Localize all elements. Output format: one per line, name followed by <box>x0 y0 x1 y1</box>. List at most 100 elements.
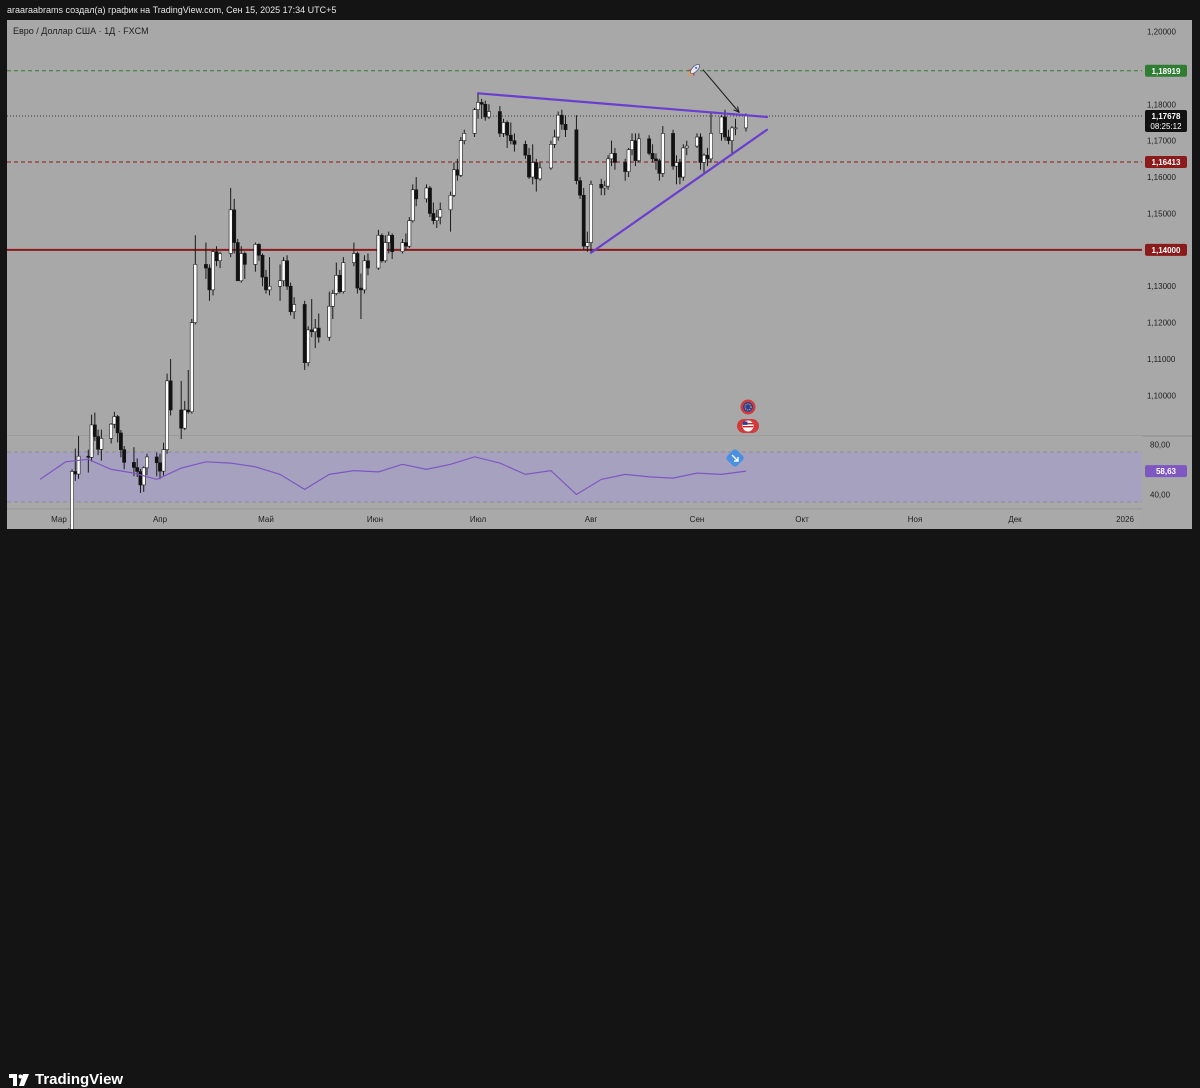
candle[interactable] <box>309 298 314 338</box>
candle[interactable] <box>660 126 665 178</box>
candle[interactable] <box>145 453 149 476</box>
price-chart[interactable]: Евро / Доллар США · 1Д · FXCM 1,20000 1,1… <box>7 20 1192 529</box>
candle[interactable] <box>257 243 261 261</box>
candle[interactable] <box>119 430 123 458</box>
candle[interactable] <box>559 109 564 130</box>
candle[interactable] <box>476 93 480 119</box>
candle[interactable] <box>452 162 456 198</box>
candle[interactable] <box>654 153 658 170</box>
candle[interactable] <box>585 231 590 252</box>
candles[interactable] <box>38 93 748 529</box>
trendline[interactable] <box>589 128 769 254</box>
horizontal-levels[interactable] <box>7 70 1142 251</box>
candle[interactable] <box>278 264 282 301</box>
candle[interactable] <box>214 246 219 267</box>
candle[interactable] <box>563 115 568 138</box>
candle[interactable] <box>428 186 432 218</box>
candle[interactable] <box>626 147 631 178</box>
candle[interactable] <box>218 251 222 269</box>
candle[interactable] <box>414 177 419 207</box>
candle[interactable] <box>483 100 488 121</box>
candle[interactable] <box>434 209 439 228</box>
main-pane[interactable] <box>7 20 1142 436</box>
candle[interactable] <box>647 135 652 156</box>
trendline[interactable] <box>476 92 769 119</box>
candle[interactable] <box>154 452 159 477</box>
candle[interactable] <box>472 107 477 138</box>
candle[interactable] <box>211 249 215 296</box>
candle[interactable] <box>168 359 173 416</box>
candle[interactable] <box>204 242 208 279</box>
eu-flag-icon[interactable] <box>740 399 756 415</box>
candle[interactable] <box>650 144 655 163</box>
candle[interactable] <box>505 120 510 148</box>
candle[interactable] <box>264 269 268 294</box>
candle[interactable] <box>698 133 703 170</box>
candle[interactable] <box>723 109 727 141</box>
candle[interactable] <box>501 118 506 138</box>
us-flag-icon[interactable] <box>737 419 759 433</box>
candle[interactable] <box>684 140 689 156</box>
candle[interactable] <box>337 269 342 294</box>
candle[interactable] <box>362 255 367 294</box>
candle[interactable] <box>165 373 169 454</box>
rsi-line[interactable] <box>39 456 747 496</box>
candle[interactable] <box>341 257 346 294</box>
candle[interactable] <box>400 238 405 254</box>
candle[interactable] <box>281 257 286 287</box>
candle[interactable] <box>376 229 381 270</box>
candle[interactable] <box>235 238 240 282</box>
candle[interactable] <box>99 429 104 461</box>
candle[interactable] <box>479 98 484 119</box>
candle[interactable] <box>681 144 686 181</box>
candle[interactable] <box>179 380 184 440</box>
candle[interactable] <box>730 126 734 156</box>
candle[interactable] <box>636 133 641 163</box>
candle[interactable] <box>613 147 617 170</box>
candle[interactable] <box>232 198 237 254</box>
candle[interactable] <box>76 435 81 479</box>
drawings[interactable] <box>476 69 769 254</box>
candle[interactable] <box>253 242 258 272</box>
candle[interactable] <box>574 115 579 185</box>
candle[interactable] <box>448 191 453 232</box>
candle[interactable] <box>407 217 412 249</box>
candle[interactable] <box>89 414 94 462</box>
candle[interactable] <box>359 273 363 319</box>
candle[interactable] <box>410 184 415 223</box>
candle[interactable] <box>67 528 70 529</box>
candle[interactable] <box>497 106 502 138</box>
candle[interactable] <box>330 289 335 319</box>
candle[interactable] <box>530 144 535 185</box>
candle[interactable] <box>458 137 463 178</box>
candle[interactable] <box>527 147 531 179</box>
candle[interactable] <box>306 326 311 367</box>
candle[interactable] <box>352 242 356 267</box>
candle[interactable] <box>239 246 244 283</box>
candle[interactable] <box>549 140 553 170</box>
candle[interactable] <box>327 291 332 341</box>
candle[interactable] <box>109 423 114 444</box>
candle[interactable] <box>671 129 675 170</box>
candle[interactable] <box>512 133 517 152</box>
candle[interactable] <box>462 129 467 145</box>
candle[interactable] <box>606 155 610 190</box>
candle[interactable] <box>161 442 166 476</box>
candle[interactable] <box>267 257 272 296</box>
candle[interactable] <box>355 251 360 294</box>
candle[interactable] <box>552 129 557 148</box>
candle[interactable] <box>285 255 289 290</box>
candle[interactable] <box>578 177 582 199</box>
candle[interactable] <box>602 180 607 196</box>
candle[interactable] <box>581 187 586 250</box>
candle[interactable] <box>193 235 198 325</box>
candle[interactable] <box>302 300 307 370</box>
rsi-alert-icon[interactable] <box>725 448 745 468</box>
candle[interactable] <box>733 118 738 136</box>
candle[interactable] <box>366 253 370 276</box>
rsi-indicator[interactable]: 80,00 40,00 <box>39 440 1171 499</box>
candle[interactable] <box>313 318 318 349</box>
candle[interactable] <box>228 187 233 258</box>
candle[interactable] <box>189 318 194 414</box>
candle[interactable] <box>288 282 293 316</box>
